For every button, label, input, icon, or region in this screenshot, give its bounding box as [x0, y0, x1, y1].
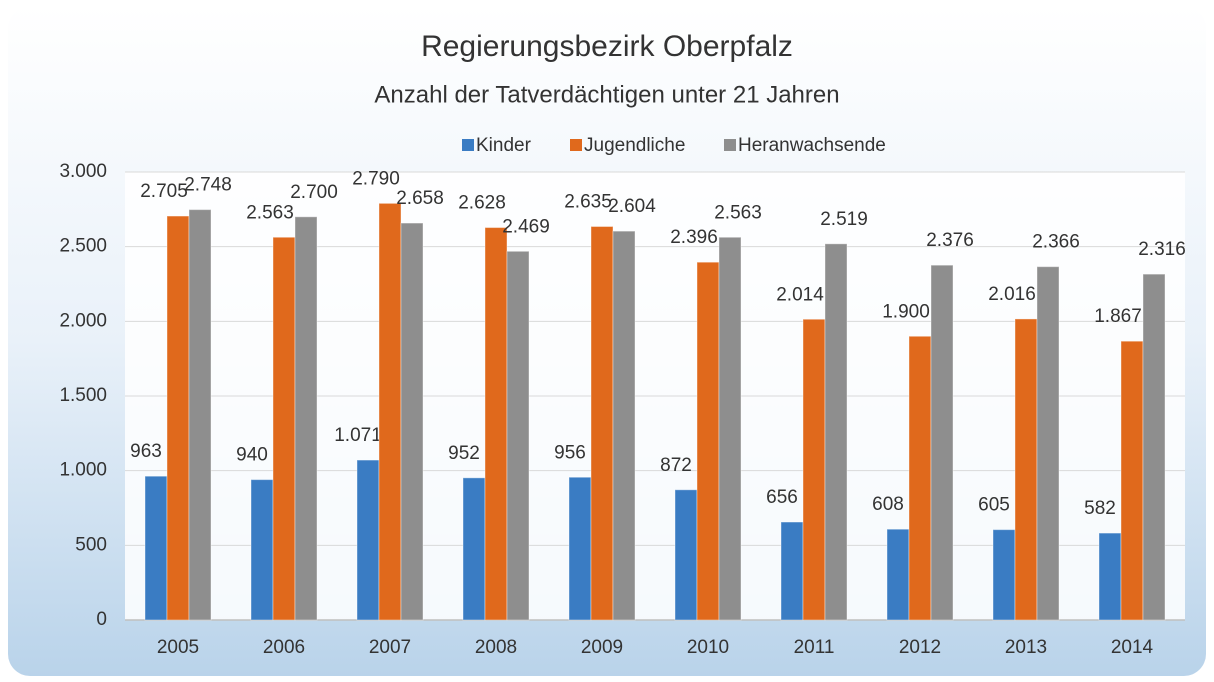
- data-label: 2.396: [670, 227, 718, 248]
- bar: [166, 215, 190, 621]
- chart-subtitle: Anzahl der Tatverdächtigen unter 21 Jahr…: [374, 81, 839, 108]
- bar: [1120, 340, 1144, 621]
- x-tick-label: 2014: [1111, 637, 1154, 658]
- y-tick-label: 2.000: [59, 310, 107, 331]
- bar: [272, 236, 296, 621]
- x-tick-label: 2010: [687, 637, 729, 658]
- bar: [930, 264, 954, 621]
- data-label: 2.014: [776, 284, 824, 305]
- data-label: 872: [660, 455, 692, 476]
- chart-title: Regierungsbezirk Oberpfalz: [421, 30, 793, 63]
- bar: [568, 476, 592, 621]
- x-tick-label: 2011: [794, 637, 835, 658]
- bar: [612, 230, 636, 621]
- y-tick-label: 2.500: [59, 236, 107, 257]
- bar: [356, 459, 380, 621]
- bar: [294, 216, 318, 621]
- data-label: 582: [1084, 498, 1116, 519]
- data-label: 2.658: [396, 188, 444, 209]
- y-tick-label: 500: [75, 534, 107, 555]
- legend-label: Jugendliche: [584, 135, 685, 156]
- y-tick-label: 0: [96, 609, 107, 630]
- bar: [250, 479, 274, 621]
- y-tick-label: 3.000: [59, 161, 107, 182]
- bar: [780, 521, 804, 621]
- data-label: 605: [978, 495, 1010, 516]
- x-tick-label: 2009: [581, 637, 623, 658]
- bar: [718, 236, 742, 621]
- y-tick-label: 1.000: [59, 460, 107, 481]
- data-label: 608: [872, 494, 904, 515]
- data-label: 2.376: [926, 230, 974, 251]
- data-label: 656: [766, 487, 798, 508]
- data-label: 2.628: [458, 193, 506, 214]
- data-label: 940: [236, 445, 268, 466]
- data-label: 963: [130, 441, 162, 462]
- bar: [1098, 532, 1122, 621]
- data-label: 2.790: [352, 168, 400, 189]
- bar: [400, 222, 424, 621]
- bar: [484, 227, 508, 621]
- legend-swatch: [570, 139, 582, 151]
- data-label: 2.469: [502, 216, 550, 237]
- bar: [886, 528, 910, 621]
- bar: [144, 475, 168, 621]
- data-label: 2.366: [1032, 232, 1080, 253]
- data-label: 2.563: [246, 202, 294, 223]
- data-label: 1.900: [882, 301, 930, 322]
- bar: [506, 250, 530, 621]
- data-label: 2.563: [714, 202, 762, 223]
- data-label: 2.700: [290, 182, 338, 203]
- legend-swatch: [462, 139, 474, 151]
- data-label: 2.705: [140, 181, 188, 202]
- data-label: 2.604: [608, 196, 656, 217]
- data-label: 952: [448, 443, 480, 464]
- x-tick-label: 2013: [1005, 637, 1047, 658]
- legend-label: Heranwachsende: [738, 135, 886, 156]
- bar: [462, 477, 486, 621]
- data-label: 2.016: [988, 284, 1036, 305]
- x-tick-label: 2008: [475, 637, 517, 658]
- bar: [1036, 266, 1060, 621]
- legend-swatch: [724, 139, 736, 151]
- x-tick-label: 2006: [263, 637, 305, 658]
- bar: [188, 209, 212, 621]
- data-label: 2.519: [820, 209, 868, 230]
- data-label: 1.867: [1094, 306, 1142, 327]
- data-label: 956: [554, 442, 586, 463]
- legend-label: Kinder: [476, 135, 532, 156]
- data-label: 2.635: [564, 192, 612, 213]
- bar: [802, 318, 826, 621]
- data-label: 2.748: [184, 175, 232, 196]
- x-tick-label: 2012: [899, 637, 941, 658]
- x-tick-label: 2007: [369, 637, 411, 658]
- bar: [908, 335, 932, 621]
- bar: [992, 529, 1016, 621]
- data-label: 1.071: [334, 425, 382, 446]
- data-label: 2.316: [1138, 239, 1186, 260]
- bar: [590, 226, 614, 621]
- bar: [1014, 318, 1038, 621]
- bar: [674, 489, 698, 621]
- bar: [696, 261, 720, 621]
- bar: [378, 202, 402, 621]
- bar: [824, 243, 848, 621]
- x-tick-label: 2005: [157, 637, 199, 658]
- y-tick-label: 1.500: [59, 385, 107, 406]
- bar: [1142, 273, 1166, 621]
